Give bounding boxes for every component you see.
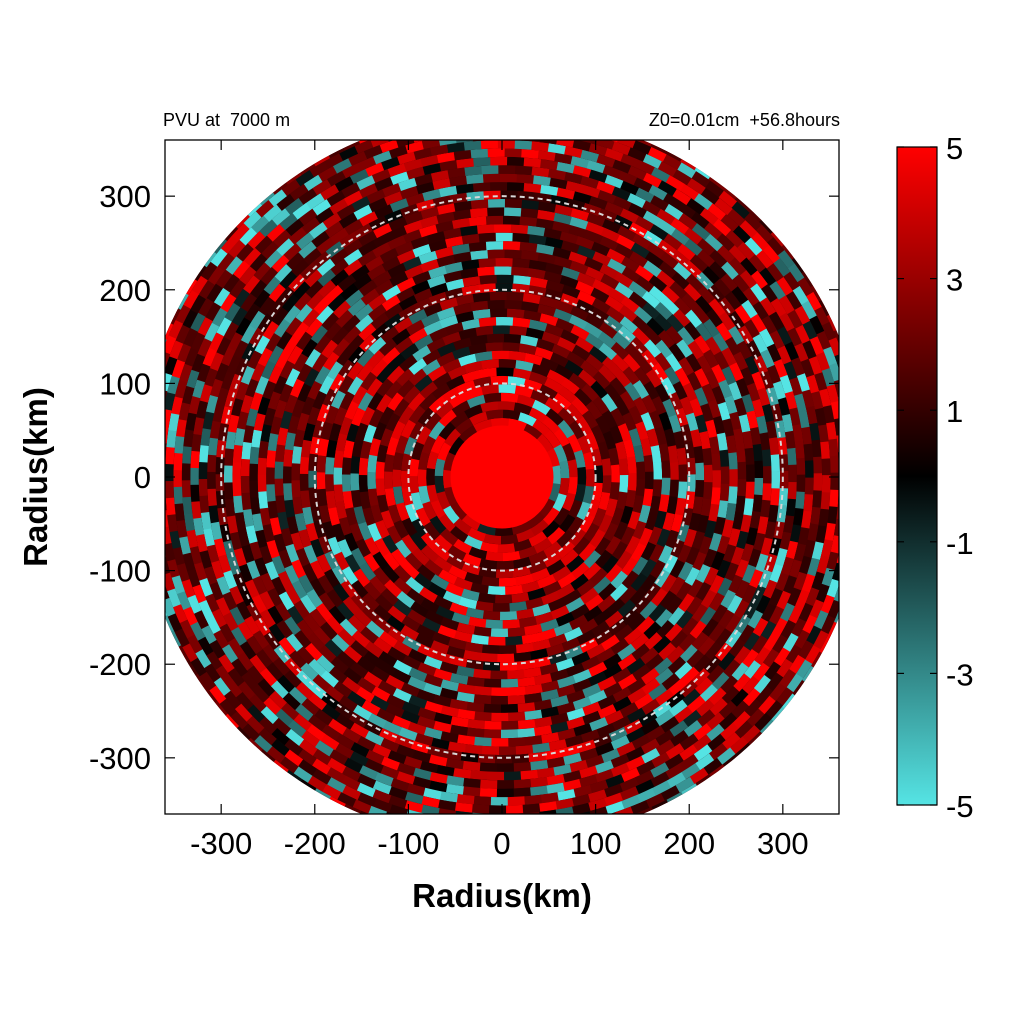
colorbar-ticks: 5 3 1 -1 -3 -5: [897, 131, 974, 824]
reference-circle-200km: [313, 288, 691, 666]
x-tick-label: -300: [190, 826, 252, 861]
y-tick-label: -200: [89, 647, 151, 682]
x-axis-label: Radius(km): [412, 877, 592, 914]
x-tick-label: 0: [493, 826, 510, 861]
x-tick-label: -100: [377, 826, 439, 861]
title-left: PVU at 7000 m: [163, 110, 290, 130]
y-axis-ticks: 300 200 100 0 -100 -200 -300: [89, 179, 839, 776]
reference-circle-300km: [220, 195, 784, 759]
x-axis-ticks: -300 -200 -100 0 100 200 300: [190, 140, 809, 861]
colorbar-gradient: [896, 146, 938, 806]
heatmap-field: [165, 140, 839, 814]
y-tick-label: -300: [89, 741, 151, 776]
colorbar: 5 3 1 -1 -3 -5: [896, 131, 974, 824]
title-right: Z0=0.01cm +56.8hours: [649, 110, 840, 130]
y-tick-label: -100: [89, 554, 151, 589]
x-tick-label: 200: [663, 826, 715, 861]
colorbar-tick-label: 1: [946, 394, 963, 429]
colorbar-tick-label: -1: [946, 526, 974, 561]
y-tick-label: 0: [134, 460, 151, 495]
colorbar-tick-label: 3: [946, 263, 963, 298]
colorbar-tick-label: -5: [946, 789, 974, 824]
x-tick-label: 300: [757, 826, 809, 861]
y-tick-label: 200: [99, 273, 151, 308]
reference-circle-100km: [407, 382, 597, 572]
x-tick-label: -200: [284, 826, 346, 861]
y-tick-label: 100: [99, 366, 151, 401]
colorbar-tick-label: -3: [946, 657, 974, 692]
reference-circles: [220, 195, 784, 759]
vortex-core: [450, 425, 554, 529]
colorbar-tick-label: 5: [946, 131, 963, 166]
x-tick-label: 100: [570, 826, 622, 861]
y-axis-label: Radius(km): [17, 387, 54, 567]
y-tick-label: 300: [99, 179, 151, 214]
